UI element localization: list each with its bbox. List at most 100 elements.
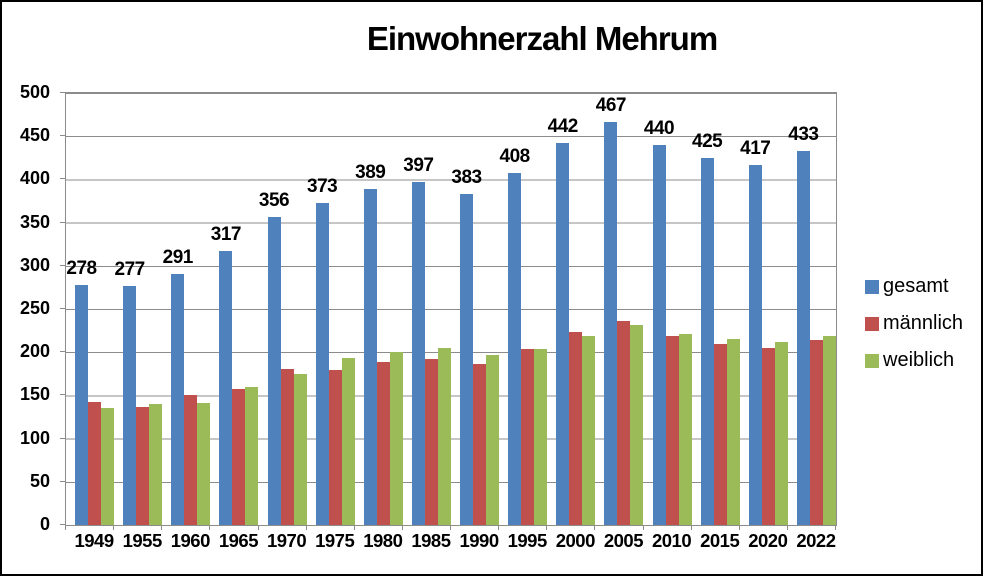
weiblich-swatch-icon <box>865 353 879 368</box>
legend-item-weiblich: weiblich <box>865 342 963 379</box>
bar-group-1965: 317 1965 <box>210 93 259 551</box>
y-axis-tick <box>60 480 65 482</box>
bar-gesamt-2005 <box>604 121 618 525</box>
bar-männlich-2000 <box>569 332 583 525</box>
bar-gesamt-2010 <box>652 144 666 525</box>
x-axis-label-1980: 1980 <box>363 530 403 551</box>
bar-group-2022: 433 2022 <box>788 93 836 551</box>
x-axis-tick <box>642 525 644 530</box>
y-axis-tick <box>60 264 65 266</box>
y-axis-tick <box>60 178 65 180</box>
x-axis-label-2000: 2000 <box>555 530 596 551</box>
bar-group-1980: 389 1980 <box>355 93 403 551</box>
legend: gesamt männlich weiblich <box>865 268 963 379</box>
legend-item-maennlich: männlich <box>865 305 963 342</box>
x-axis-tick <box>113 525 115 530</box>
bar-gesamt-1995 <box>508 172 522 525</box>
x-axis-tick <box>257 525 259 530</box>
data-label-1970: 356 <box>258 190 290 212</box>
legend-item-gesamt: gesamt <box>865 268 963 305</box>
bar-männlich-1970 <box>280 368 294 525</box>
data-label-2005: 467 <box>595 94 627 116</box>
x-axis-label-2010: 2010 <box>651 530 692 551</box>
x-axis-tick <box>353 525 355 530</box>
bar-gesamt-2022 <box>796 150 810 525</box>
x-axis-label-1990: 1990 <box>459 530 499 551</box>
bar-gesamt-1949 <box>75 284 88 525</box>
x-axis-label-1975: 1975 <box>315 530 355 551</box>
x-axis-label-1985: 1985 <box>411 530 451 551</box>
bar-weiblich-1990 <box>486 354 499 525</box>
bar-gesamt-1980 <box>363 188 377 525</box>
x-axis-label-2015: 2015 <box>700 530 740 551</box>
data-label-2000: 442 <box>547 116 579 138</box>
x-axis-tick <box>498 525 500 530</box>
bar-group-2015: 425 2015 <box>692 93 740 551</box>
data-label-1949: 278 <box>66 257 97 279</box>
legend-label-weiblich: weiblich <box>883 349 955 371</box>
y-axis-label-350: 350 <box>19 211 50 232</box>
bar-group-1995: 408 1995 <box>499 93 548 552</box>
bar-gesamt-1960 <box>171 273 185 525</box>
x-axis-tick <box>786 525 788 530</box>
y-axis-label-100: 100 <box>19 427 50 448</box>
bar-männlich-2022 <box>809 340 823 525</box>
x-axis-label-1960: 1960 <box>170 530 211 551</box>
bar-gesamt-2015 <box>700 157 714 525</box>
bar-männlich-1995 <box>521 348 535 525</box>
data-label-1955: 277 <box>114 258 146 280</box>
y-axis-tick <box>60 524 65 525</box>
bar-group-2005: 467 2005 <box>595 93 644 552</box>
x-axis-tick <box>65 525 66 530</box>
bar-gesamt-1965 <box>219 251 233 525</box>
data-label-2010: 440 <box>643 117 675 139</box>
x-axis-tick <box>305 525 307 530</box>
plot-area: 278 1949 277 1955 291 1960 317 1965 356 1970 373 19… <box>65 92 837 552</box>
data-label-2022: 433 <box>788 123 819 145</box>
bar-männlich-1949 <box>88 402 101 525</box>
x-axis-label-1955: 1955 <box>122 530 163 551</box>
bar-weiblich-1955 <box>149 404 163 525</box>
y-axis-tick <box>60 92 65 93</box>
legend-label-maennlich: männlich <box>883 312 964 334</box>
bar-weiblich-2015 <box>726 339 740 525</box>
y-axis-tick <box>60 308 65 309</box>
y-axis-tick <box>60 135 65 137</box>
bar-weiblich-2022 <box>822 335 836 525</box>
bar-weiblich-1995 <box>534 348 548 525</box>
x-axis-tick <box>450 525 451 530</box>
bar-männlich-2005 <box>617 321 631 525</box>
legend-label-gesamt: gesamt <box>883 275 949 297</box>
data-label-1980: 389 <box>355 161 386 183</box>
bar-gesamt-1985 <box>411 182 425 525</box>
bar-group-1990: 383 1990 <box>451 93 499 551</box>
y-axis-tick <box>60 351 65 353</box>
x-axis-label-2020: 2020 <box>748 530 788 551</box>
x-axis-label-2005: 2005 <box>603 530 644 551</box>
x-axis-tick <box>690 525 692 530</box>
x-axis-tick <box>594 525 596 530</box>
bar-group-1985: 397 1985 <box>403 93 451 551</box>
bar-männlich-1960 <box>184 395 198 525</box>
data-label-1960: 291 <box>162 246 194 268</box>
data-label-1965: 317 <box>210 224 242 246</box>
bar-group-2000: 442 2000 <box>547 93 596 551</box>
y-axis-label-400: 400 <box>19 168 50 189</box>
bar-männlich-1955 <box>136 406 150 525</box>
bar-weiblich-1975 <box>341 358 355 525</box>
x-axis-label-2022: 2022 <box>796 530 836 551</box>
maennlich-swatch-icon <box>865 316 879 331</box>
bar-gesamt-1975 <box>315 202 329 525</box>
chart-title: Einwohnerzahl Mehrum <box>366 20 718 57</box>
bar-männlich-1990 <box>473 364 486 525</box>
bar-weiblich-1960 <box>197 403 211 525</box>
bar-group-2020: 417 2020 <box>740 93 788 551</box>
bar-männlich-2020 <box>761 347 775 525</box>
y-axis-tick <box>60 394 65 396</box>
bar-group-1949: 278 1949 <box>66 93 114 551</box>
bar-weiblich-2000 <box>582 335 596 525</box>
bar-weiblich-1970 <box>293 373 307 525</box>
bar-weiblich-2010 <box>678 334 692 525</box>
data-label-1985: 397 <box>403 155 434 176</box>
